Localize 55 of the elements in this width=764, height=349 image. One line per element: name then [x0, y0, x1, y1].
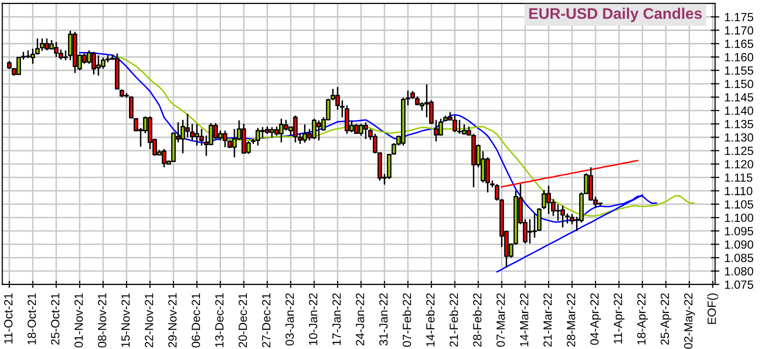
x-tick-label: 14-Mar-22	[520, 293, 528, 346]
x-tick-label: 04-Apr-22	[590, 293, 602, 345]
x-tick-label: 27-Dec-21	[262, 293, 270, 348]
y-tick-label: 1.175	[725, 13, 754, 22]
x-tick-label: 28-Mar-22	[566, 293, 576, 347]
y-tick-label: 1.090	[725, 240, 754, 249]
y-tick-label: 1.165	[725, 40, 754, 48]
chart-title: EUR-USD Daily Candles	[529, 8, 702, 22]
candlestick	[91, 51, 96, 76]
x-tick-label: 13-Dec-21	[215, 293, 224, 347]
x-tick-label: 11-Oct-21	[4, 293, 12, 344]
y-tick-label: 1.145	[725, 93, 754, 102]
x-tick-label: 20-Dec-21	[238, 293, 247, 348]
line-series	[116, 56, 695, 217]
y-tick-label: 1.155	[725, 66, 754, 75]
y-tick-label: 1.100	[725, 214, 754, 222]
x-tick-label: 22-Nov-21	[144, 293, 154, 348]
y-tick-label: 1.125	[725, 146, 754, 156]
y-tick-label: 1.130	[725, 133, 754, 142]
y-tick-label: 1.160	[725, 53, 754, 62]
y-tick-label: 1.115	[725, 174, 752, 182]
x-tick-label: 21-Feb-22	[449, 293, 458, 347]
x-tick-label: 15-Nov-21	[121, 293, 130, 347]
y-tick-label: 1.110	[725, 186, 752, 196]
y-tick-label: 1.120	[725, 160, 754, 168]
x-tick-label: 18-Apr-22	[637, 293, 648, 344]
x-tick-label: 06-Dec-21	[192, 293, 200, 348]
x-tick-label: 03-Jan-22	[286, 293, 294, 346]
x-tick-label: 10-Jan-22	[308, 293, 318, 346]
x-tick-label: 14-Feb-22	[426, 293, 435, 346]
x-tick-label: 07-Mar-22	[496, 293, 505, 347]
y-tick-label: 1.095	[725, 226, 754, 236]
y-tick-label: 1.075	[725, 280, 754, 289]
x-tick-label: 31-Jan-22	[379, 293, 388, 346]
x-tick-label: 28-Feb-22	[472, 293, 482, 347]
x-tick-label: 11-Apr-22	[614, 293, 624, 344]
y-tick-label: 1.140	[725, 106, 754, 115]
x-tick-label: 21-Mar-22	[543, 293, 552, 347]
x-tick-label: 29-Nov-21	[168, 293, 177, 348]
y-tick-label: 1.170	[725, 26, 754, 35]
x-tick-label: 17-Jan-22	[332, 293, 341, 346]
x-tick-label: 02-May-22	[684, 293, 695, 349]
y-tick-label: 1.085	[725, 254, 754, 262]
x-tick-label: 08-Nov-21	[98, 293, 106, 348]
x-tick-label: EOF()	[707, 294, 718, 324]
x-tick-label: 07-Feb-22	[402, 293, 412, 347]
x-tick-label: 18-Oct-21	[28, 293, 36, 344]
x-tick-label: 25-Oct-21	[51, 293, 60, 345]
y-tick-label: 1.135	[725, 120, 754, 128]
y-tick-label: 1.150	[725, 80, 754, 88]
y-tick-label: 1.105	[725, 200, 754, 209]
y-tick-label: 1.080	[725, 267, 754, 276]
x-tick-label: 24-Jan-22	[356, 293, 364, 346]
x-tick-label: 01-Nov-21	[74, 293, 83, 348]
x-tick-label: 25-Apr-22	[660, 293, 672, 345]
